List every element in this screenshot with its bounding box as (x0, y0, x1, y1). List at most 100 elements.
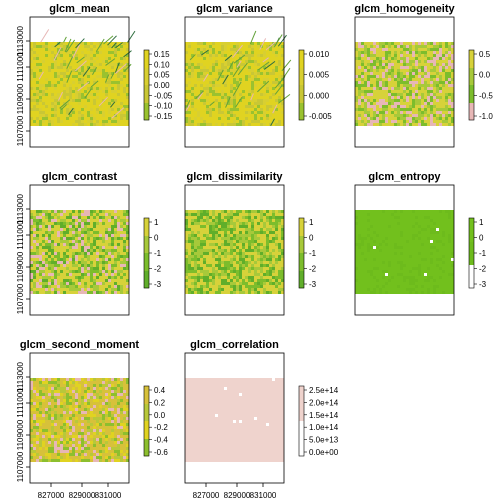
panel-glcm-entropy: glcm_entropy 1 0 -1 -2 -3 (354, 171, 487, 316)
legend-tick-label: 0.5 (479, 50, 491, 59)
y-tick-label: 1107000 (16, 115, 25, 146)
plot-frame (184, 352, 285, 484)
y-tick-label: 1111000 (16, 388, 25, 418)
legend-tick-label: 0.00 (154, 81, 170, 90)
legend-tick-label: -1 (154, 249, 162, 258)
x-tick-label: 829000 (69, 491, 96, 500)
legend-tick-label: -1 (479, 249, 487, 258)
plot-frame (29, 352, 130, 484)
legend-tick-label: -2 (479, 265, 487, 274)
legend-colorbar: 1 0 -1 -2 -3 (468, 217, 487, 289)
legend-tick-label: 0 (309, 234, 314, 243)
panel-title: glcm_second_moment (20, 339, 140, 351)
legend-tick-label: -3 (309, 280, 317, 289)
legend-tick-label: -3 (479, 280, 487, 289)
legend-tick-label: 1.5e+14 (309, 411, 339, 420)
legend-colorbar: 1 0 -1 -2 -3 (298, 217, 317, 289)
legend-tick-label: 2.0e+14 (309, 398, 339, 407)
plot-frame (184, 184, 285, 316)
legend-tick-label: -3 (154, 280, 162, 289)
raster-image (30, 378, 129, 462)
x-tick-label: 831000 (95, 491, 122, 500)
legend-tick-label: -0.005 (309, 112, 332, 121)
legend-tick-label: 1.0e+14 (309, 423, 339, 432)
x-tick-label: 829000 (224, 491, 251, 500)
plot-frame (354, 184, 455, 316)
legend-colorbar: 0.4 0.2 0.0 -0.2 -0.4 -0.6 (143, 385, 168, 457)
legend-tick-label: -0.6 (154, 448, 168, 457)
panel-glcm-dissimilarity: glcm_dissimilarity 1 0 -1 -2 -3 (184, 171, 317, 316)
legend-tick-label: -2 (154, 265, 162, 274)
legend-tick-label: 1 (479, 218, 484, 227)
legend-colorbar: 2.5e+14 2.0e+14 1.5e+14 1.0e+14 5.0e+13 0.0e+… (298, 385, 339, 457)
y-tick-label: 1111000 (16, 220, 25, 250)
y-tick-label: 1107000 (16, 451, 25, 482)
legend-tick-label: -1 (309, 249, 317, 258)
x-tick-label: 827000 (38, 491, 65, 500)
legend-tick-label: 0.10 (154, 60, 170, 69)
legend-colorbar: 1 0 -1 -2 -3 (143, 217, 162, 289)
y-tick-label: 1113000 (16, 361, 25, 392)
y-tick-label: 1111000 (16, 52, 25, 82)
panel-glcm-contrast: glcm_contrast 111300011110001109000110700… (16, 171, 162, 316)
plot-frame (184, 16, 285, 148)
legend-tick-label: -0.05 (154, 91, 173, 100)
legend-tick-label: 0.0 (479, 71, 491, 80)
legend-tick-label: -0.2 (154, 423, 168, 432)
legend-tick-label: -2 (309, 265, 317, 274)
legend-colorbar: 0.150.10 0.050.00-0.05 -0.10-0.15 (143, 49, 173, 121)
legend-tick-label: 1 (154, 218, 159, 227)
panel-title: glcm_dissimilarity (187, 171, 284, 183)
panel-title: glcm_entropy (368, 171, 441, 183)
legend-colorbar: 0.010 0.005 0.000 -0.005 (298, 49, 332, 121)
panel-glcm-correlation: glcm_correlation 827000 829000 831000 2.5e+1… (184, 339, 339, 500)
x-tick-label: 827000 (193, 491, 220, 500)
plot-frame (29, 184, 130, 316)
legend-tick-label: 5.0e+13 (309, 436, 339, 445)
plot-frame (29, 16, 130, 148)
panel-glcm-variance: glcm_variance 0.010 0.005 0.000 -0.005 (184, 3, 332, 148)
raster-image (355, 42, 454, 126)
panel-title: glcm_correlation (190, 339, 279, 351)
legend-tick-label: 0 (479, 234, 484, 243)
y-tick-label: 1107000 (16, 283, 25, 314)
legend-tick-label: 0.15 (154, 50, 170, 59)
panel-title: glcm_homogeneity (354, 3, 455, 15)
panel-title: glcm_contrast (42, 171, 118, 183)
raster-image (185, 30, 292, 126)
legend-tick-label: 0.010 (309, 50, 330, 59)
y-tick-label: 1109000 (16, 419, 25, 450)
legend-tick-label: -0.5 (479, 91, 493, 100)
legend-tick-label: -1.0 (479, 112, 493, 121)
legend-tick-label: 1 (309, 218, 314, 227)
y-tick-label: 1113000 (16, 25, 25, 56)
legend-tick-label: 0.05 (154, 71, 170, 80)
legend-tick-label: 0.0 (154, 411, 166, 420)
y-tick-label: 1113000 (16, 193, 25, 224)
legend-colorbar: 0.5 0.0 -0.5 -1.0 (468, 49, 493, 121)
panel-title: glcm_variance (196, 3, 272, 15)
raster-image (30, 210, 129, 294)
legend-tick-label: 2.5e+14 (309, 386, 339, 395)
legend-tick-label: 0.0e+00 (309, 448, 339, 457)
raster-image (185, 210, 284, 294)
panel-glcm-second-moment: glcm_second_moment 1113000111100011090001… (16, 339, 168, 500)
legend-tick-label: 0.000 (309, 91, 330, 100)
legend-tick-label: -0.4 (154, 436, 168, 445)
plot-frame (354, 16, 455, 148)
x-tick-label: 831000 (250, 491, 277, 500)
legend-tick-label: -0.10 (154, 102, 173, 111)
legend-tick-label: 0 (154, 234, 159, 243)
y-tick-label: 1109000 (16, 83, 25, 114)
legend-tick-label: 0.2 (154, 398, 166, 407)
raster-image (30, 29, 136, 126)
legend-tick-label: 0.005 (309, 71, 330, 80)
raster-image (355, 210, 454, 294)
panel-title: glcm_mean (49, 3, 110, 15)
raster-image (185, 378, 284, 462)
panel-glcm-homogeneity: glcm_homogeneity 0.5 0.0 -0.5 -1.0 (354, 3, 493, 148)
y-tick-label: 1109000 (16, 251, 25, 282)
legend-tick-label: 0.4 (154, 386, 166, 395)
